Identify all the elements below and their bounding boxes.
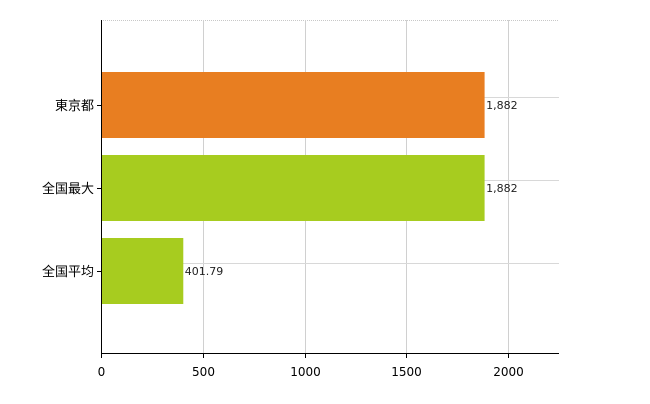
bar-0: [101, 72, 485, 138]
bar-value-label-1: 1,882: [486, 182, 518, 195]
bars: [101, 72, 485, 304]
bar-value-label-0: 1,882: [486, 99, 518, 112]
category-label-0: 東京都: [55, 98, 94, 114]
x-tick-label-2000: 2000: [493, 365, 524, 379]
category-label-1: 全国最大: [42, 181, 94, 197]
bar-1: [101, 155, 485, 221]
bar-2: [101, 238, 184, 304]
x-tick-label-1000: 1000: [290, 365, 321, 379]
bar-value-label-2: 401.79: [185, 265, 224, 278]
x-tick-label-500: 500: [192, 365, 215, 379]
x-tick-label-1500: 1500: [391, 365, 422, 379]
x-tick-label-0: 0: [98, 365, 106, 379]
labels: 1,882 東京都 1,882 全国最大 401.79 全国平均 0 500 1000 1500 2…: [42, 98, 524, 379]
category-label-2: 全国平均: [42, 264, 94, 280]
axes: [97, 20, 559, 358]
